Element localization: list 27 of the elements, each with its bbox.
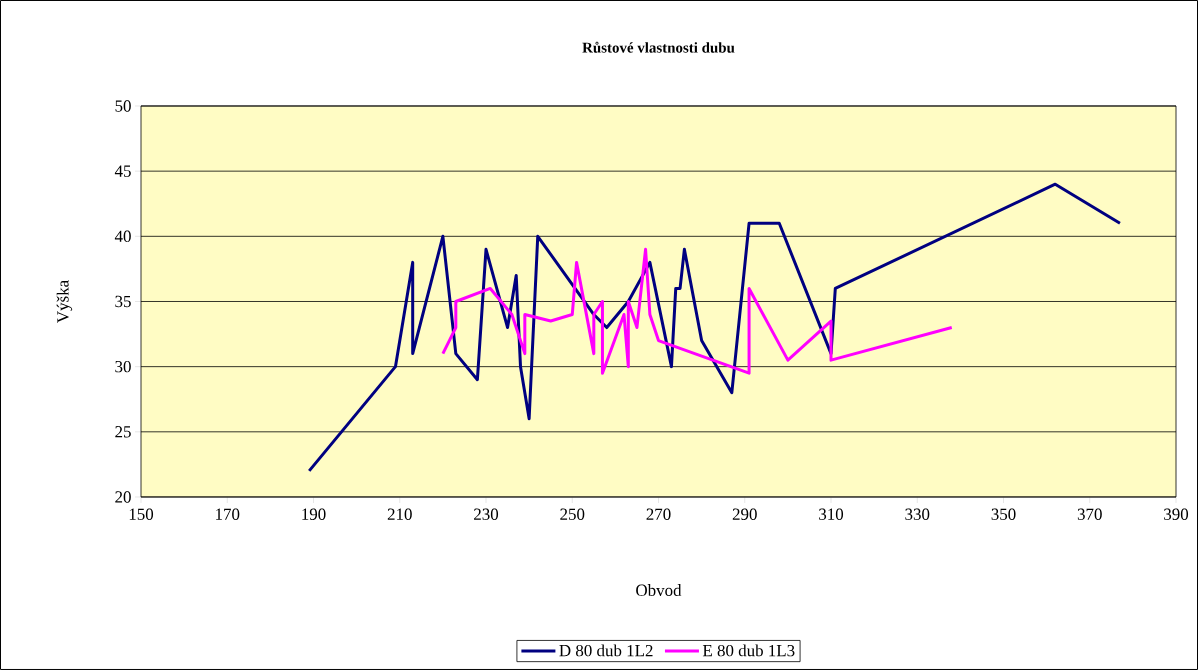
x-tick-label: 370	[1077, 508, 1102, 520]
x-tick-label: 170	[216, 508, 240, 520]
y-tick-label: 40	[114, 230, 131, 243]
x-tick-label: 150	[129, 508, 154, 520]
x-tick-label: 210	[387, 508, 412, 520]
y-axis-title: Výška	[56, 280, 73, 323]
y-tick-label: 45	[114, 165, 131, 177]
x-tick-label: 310	[819, 508, 844, 520]
x-tick-label: 290	[732, 508, 757, 520]
legend-label: E 80 dub 1L3	[702, 644, 795, 657]
x-tick-label: 330	[905, 508, 930, 520]
x-tick-label: 350	[991, 508, 1016, 520]
y-tick-label: 25	[115, 426, 131, 438]
legend-label: D 80 dub 1L2	[559, 644, 653, 657]
y-tick-label: 50	[115, 100, 131, 112]
x-tick-label: 230	[474, 508, 499, 520]
x-tick-label: 250	[560, 508, 585, 520]
y-tick-label: 20	[115, 491, 131, 503]
y-tick-label: 30	[115, 360, 131, 373]
line-series	[307, 182, 1122, 473]
y-tick-label: 35	[115, 295, 131, 308]
x-tick-label: 190	[302, 508, 326, 520]
x-tick-label: 390	[1164, 508, 1189, 520]
chart-title: Růstové vlastnosti dubu	[582, 41, 735, 53]
x-tick-label: 270	[646, 508, 671, 520]
x-axis-title: Obvod	[636, 584, 682, 597]
line-series	[441, 247, 954, 375]
